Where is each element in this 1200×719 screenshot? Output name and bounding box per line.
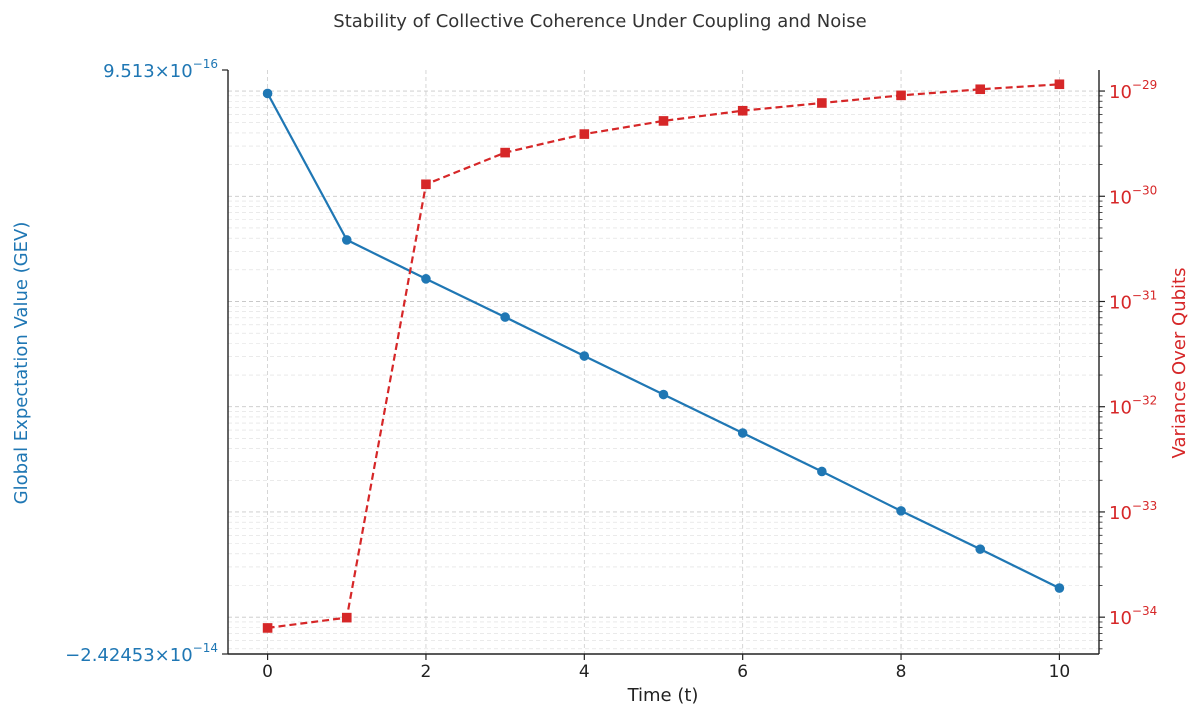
gev-data-point [1054, 583, 1065, 593]
chart-title: Stability of Collective Coherence Under … [333, 11, 866, 32]
variance-data-point [579, 129, 590, 139]
variance-data-point [896, 90, 906, 101]
gev-data-point [262, 88, 273, 99]
gev-data-point [975, 544, 986, 554]
gev-data-point [500, 312, 510, 322]
variance-data-point [262, 623, 273, 633]
gev-data-point [737, 428, 748, 438]
left-tick-label: −2.42453×10−14 [65, 641, 218, 666]
variance-data-point [500, 147, 510, 158]
right-tick-label: 10−34 [1109, 604, 1157, 629]
right-tick-label: 10−33 [1109, 499, 1157, 524]
variance-series-line [267, 83, 1060, 629]
right-y-axis-label: Variance Over Qubits [1169, 268, 1190, 459]
left-tick-label: 9.513×10−16 [103, 57, 218, 82]
x-tick-label: 8 [896, 662, 907, 682]
axes: 0 2 4 6 8 10 9.513×10−16 −2.42453×10−14 10−34 10−… [65, 57, 1157, 682]
variance-data-point [737, 105, 748, 116]
right-tick-label: 10−29 [1109, 78, 1157, 103]
variance-data-point [975, 84, 986, 95]
right-tick-label: 10−31 [1109, 288, 1157, 313]
variance-data-point [658, 116, 669, 126]
variance-data-point [341, 612, 352, 623]
gev-data-point [341, 235, 352, 245]
variance-data-point [1054, 79, 1065, 90]
right-tick-label: 10−32 [1109, 394, 1157, 419]
gev-data-point [817, 466, 827, 477]
x-tick-label: 10 [1049, 662, 1071, 682]
left-y-axis-label: Global Expectation Value (GEV) [11, 222, 32, 505]
x-tick-label: 6 [737, 662, 748, 682]
gev-series-line [266, 92, 1060, 590]
gev-data-point [421, 274, 431, 284]
variance-data-point [817, 98, 827, 108]
right-tick-label: 10−30 [1109, 183, 1157, 208]
x-axis-label: Time (t) [627, 685, 699, 706]
gev-data-point [579, 351, 590, 361]
x-tick-label: 2 [421, 662, 432, 682]
x-tick-label: 0 [262, 662, 273, 682]
grid-lines [228, 70, 1099, 654]
series-layer [262, 79, 1065, 633]
x-tick-label: 4 [579, 662, 590, 682]
gev-data-point [896, 506, 906, 516]
gev-data-point [658, 389, 669, 400]
variance-data-point [421, 179, 431, 190]
